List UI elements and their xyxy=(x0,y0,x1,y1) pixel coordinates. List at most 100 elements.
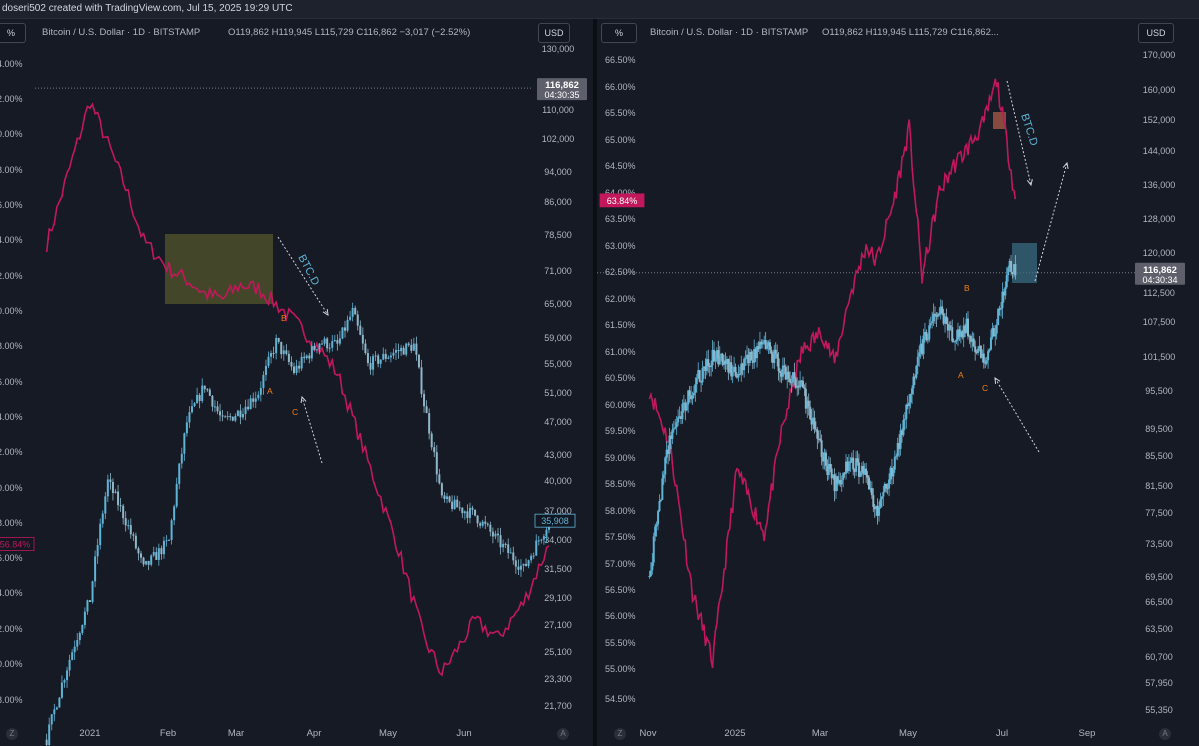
btc-candle xyxy=(122,505,125,519)
price-axis-tick: 66,500 xyxy=(1145,597,1173,607)
btc-candle xyxy=(428,413,431,434)
btc-candle xyxy=(244,406,247,415)
btc-candle xyxy=(180,453,183,464)
btc-candle xyxy=(124,518,127,526)
btc-candle xyxy=(832,474,835,479)
right-chart-svg[interactable]: 66.50% 66.00% 65.50% 65.00% 64.50% 64.00% 63.5… xyxy=(597,19,1199,746)
left-chart-svg[interactable]: 74.00% 72.00% 70.00% 68.00% 66.00% 64.00% 62.0… xyxy=(0,19,593,746)
price-tag-label: 116,862 xyxy=(545,80,579,91)
auto-scale-icon[interactable]: A xyxy=(1159,728,1171,740)
btc-candle xyxy=(344,327,346,331)
btc-candle xyxy=(842,473,845,480)
btc-candle xyxy=(690,395,693,400)
dominance-axis-tick: 59.50% xyxy=(605,426,636,436)
currency-button[interactable]: USD xyxy=(1138,23,1174,43)
btc-candle xyxy=(657,511,660,525)
right-chart-panel[interactable]: 66.50% 66.00% 65.50% 65.00% 64.50% 64.00% 63.5… xyxy=(597,19,1199,746)
dominance-axis-tick: 64.00% xyxy=(0,235,23,245)
btc-candle xyxy=(239,410,242,418)
btc-candle xyxy=(247,406,250,410)
percent-scale-button[interactable]: % xyxy=(0,23,26,43)
btc-candle xyxy=(896,443,899,456)
dominance-tag-label: 56.84% xyxy=(0,540,30,550)
price-axis-tick: 101,500 xyxy=(1143,352,1176,362)
btc-candle xyxy=(168,539,171,541)
btc-candle xyxy=(1001,291,1004,309)
price-axis-tick: 51,000 xyxy=(544,388,572,398)
btc-candle xyxy=(731,371,734,377)
btc-candle xyxy=(226,416,229,418)
btc-candle xyxy=(855,458,858,472)
btc-candle xyxy=(971,338,974,342)
btc-candle xyxy=(865,468,868,476)
price-tag-countdown: 04:30:35 xyxy=(544,90,579,100)
btc-candle xyxy=(242,414,244,418)
btc-candle xyxy=(397,350,400,352)
btc-candle xyxy=(1012,264,1015,274)
btc-candle xyxy=(746,354,749,359)
btc-candle xyxy=(236,410,239,416)
price-tag-countdown: 04:30:34 xyxy=(1142,275,1177,285)
auto-scale-icon[interactable]: A xyxy=(557,728,569,740)
btc-candle xyxy=(723,360,726,365)
btc-candle xyxy=(499,535,502,548)
btc-candle xyxy=(346,319,349,331)
zoom-icon[interactable]: Z xyxy=(614,728,626,740)
btc-candle xyxy=(53,709,56,715)
btc-candle xyxy=(142,557,145,565)
btc-dominance-line xyxy=(648,78,1017,669)
btc-candle xyxy=(438,474,441,484)
btc-candle xyxy=(918,352,921,357)
dominance-axis-tick: 54.00% xyxy=(0,412,23,422)
btc-candle xyxy=(60,682,63,698)
btc-candle xyxy=(768,342,771,350)
btc-candle xyxy=(106,479,109,497)
btc-candle xyxy=(545,529,548,537)
btc-candle xyxy=(86,600,89,612)
btc-candle xyxy=(814,428,817,430)
btc-candle xyxy=(290,361,293,367)
btc-candle xyxy=(809,406,812,420)
btc-candle xyxy=(909,394,912,403)
price-axis-tick: 27,100 xyxy=(544,620,572,630)
btc-candle xyxy=(213,406,216,408)
btc-candle xyxy=(183,433,186,454)
btc-dominance-annotation: BTC.D xyxy=(295,253,321,288)
price-axis-tick: 78,500 xyxy=(544,230,572,240)
btc-candle xyxy=(83,611,86,625)
btc-dominance-annotation: BTC.D xyxy=(1018,112,1040,147)
dominance-axis-tick: 54.50% xyxy=(605,694,636,704)
btc-candle xyxy=(68,659,71,671)
btc-candle xyxy=(680,416,683,419)
btc-candle xyxy=(170,520,173,540)
btc-candle xyxy=(333,340,336,342)
btc-candle xyxy=(219,411,222,416)
btc-candle xyxy=(160,548,163,555)
btc-candle xyxy=(900,430,903,435)
left-chart-panel[interactable]: 74.00% 72.00% 70.00% 68.00% 66.00% 64.00% 62.0… xyxy=(0,19,593,746)
price-axis-tick: 136,000 xyxy=(1143,180,1176,190)
btc-candle xyxy=(443,495,446,499)
dotted-arrow xyxy=(301,396,323,464)
btc-candle xyxy=(839,480,842,485)
btc-candle xyxy=(331,341,334,348)
time-axis-tick: Apr xyxy=(307,728,322,739)
zoom-icon[interactable]: Z xyxy=(6,728,18,740)
btc-candle xyxy=(372,356,375,370)
dominance-axis-tick: 63.50% xyxy=(605,214,636,224)
btc-candle xyxy=(810,419,813,425)
btc-candle xyxy=(711,349,714,366)
dominance-axis-tick: 62.00% xyxy=(0,271,23,281)
percent-scale-button[interactable]: % xyxy=(601,23,637,43)
btc-candle xyxy=(45,739,48,746)
btc-candle xyxy=(804,388,807,409)
time-axis-tick: Jun xyxy=(456,728,471,739)
btc-candle xyxy=(137,548,140,554)
currency-button[interactable]: USD xyxy=(538,23,570,43)
dominance-axis-tick: 42.00% xyxy=(0,624,23,634)
price-axis-tick: 107,500 xyxy=(1143,317,1176,327)
price-axis-tick: 81,500 xyxy=(1145,481,1173,491)
btc-candle xyxy=(774,349,777,354)
btc-candle xyxy=(668,435,671,454)
btc-candle xyxy=(410,344,413,351)
